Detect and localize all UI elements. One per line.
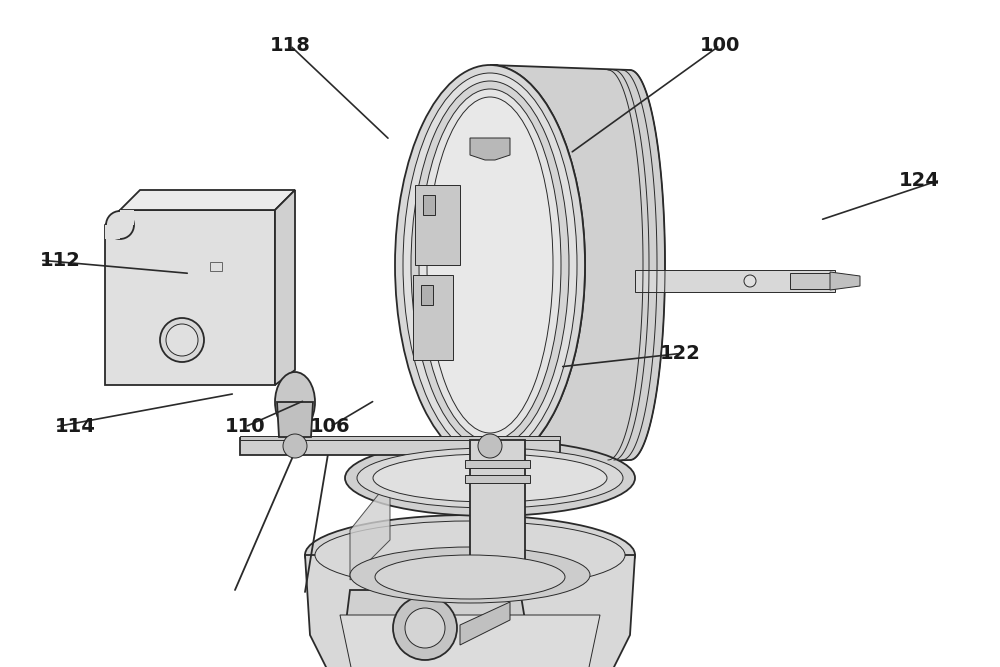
Polygon shape: [421, 285, 433, 305]
Polygon shape: [120, 190, 295, 210]
Polygon shape: [350, 480, 390, 580]
Ellipse shape: [395, 65, 585, 465]
Ellipse shape: [305, 515, 635, 595]
Polygon shape: [413, 275, 453, 360]
Ellipse shape: [315, 521, 625, 589]
Text: 114: 114: [55, 418, 96, 436]
Text: 112: 112: [40, 251, 81, 269]
Circle shape: [393, 596, 457, 660]
Polygon shape: [277, 402, 313, 437]
Circle shape: [744, 275, 756, 287]
Polygon shape: [490, 65, 665, 465]
Polygon shape: [120, 210, 134, 225]
Polygon shape: [470, 138, 510, 160]
Circle shape: [283, 434, 307, 458]
Ellipse shape: [345, 440, 635, 516]
Polygon shape: [465, 460, 530, 468]
Polygon shape: [105, 210, 275, 385]
Circle shape: [106, 211, 134, 239]
Polygon shape: [305, 555, 635, 667]
Polygon shape: [240, 438, 560, 455]
Circle shape: [478, 434, 502, 458]
Polygon shape: [275, 190, 295, 385]
Ellipse shape: [350, 547, 590, 603]
Polygon shape: [423, 195, 435, 215]
Circle shape: [405, 608, 445, 648]
Ellipse shape: [375, 555, 565, 599]
Text: 122: 122: [660, 344, 700, 363]
Polygon shape: [340, 615, 600, 667]
Text: 118: 118: [270, 36, 310, 55]
Polygon shape: [105, 225, 120, 239]
Ellipse shape: [275, 372, 315, 432]
Text: 124: 124: [899, 171, 940, 189]
Ellipse shape: [373, 454, 607, 502]
Text: 106: 106: [310, 418, 350, 436]
Polygon shape: [345, 590, 525, 655]
Circle shape: [160, 318, 204, 362]
Polygon shape: [470, 440, 525, 570]
Polygon shape: [790, 273, 835, 289]
Ellipse shape: [419, 89, 561, 441]
Polygon shape: [415, 185, 460, 265]
Text: 110: 110: [225, 418, 265, 436]
Polygon shape: [460, 602, 510, 645]
Polygon shape: [465, 475, 530, 483]
Ellipse shape: [357, 448, 623, 508]
Ellipse shape: [403, 73, 577, 457]
Polygon shape: [240, 436, 560, 440]
Circle shape: [166, 324, 198, 356]
Polygon shape: [830, 272, 860, 290]
Polygon shape: [635, 270, 835, 292]
Text: 100: 100: [700, 36, 740, 55]
Ellipse shape: [411, 81, 569, 449]
Ellipse shape: [427, 97, 553, 433]
